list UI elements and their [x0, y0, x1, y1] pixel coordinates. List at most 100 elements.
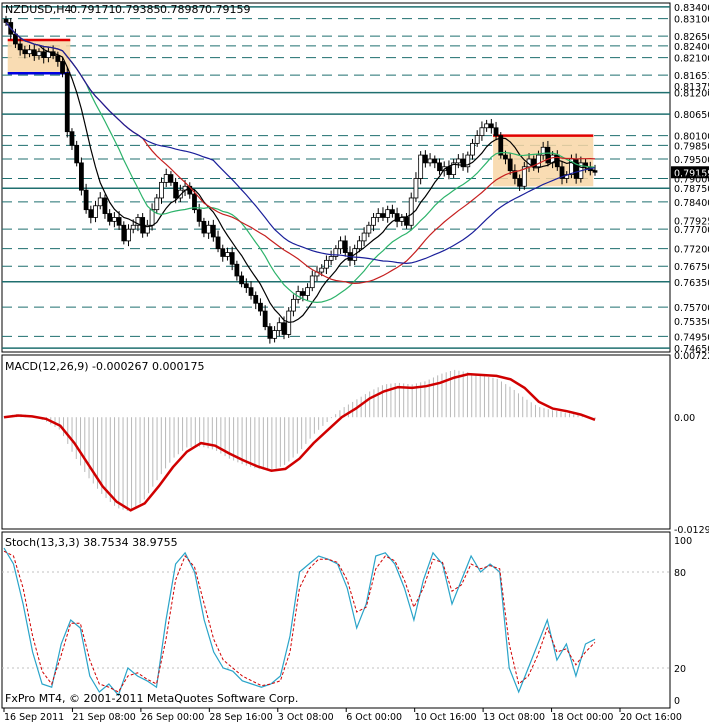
candle-body [135, 217, 141, 226]
candle-body [333, 248, 339, 257]
time-tick-label: 20 Oct 16:00 [620, 712, 682, 723]
candle-body [239, 275, 245, 285]
candle-body [126, 228, 131, 242]
candle-body [512, 170, 518, 179]
candle-body [215, 236, 221, 250]
candle-body [427, 158, 433, 164]
price-tick-label: 0.77925 [674, 216, 709, 227]
candle-body [267, 326, 273, 339]
stoch-tick-label: 0 [674, 696, 680, 707]
stoch-tick-label: 20 [674, 664, 686, 675]
candle-body [248, 287, 254, 296]
price-tick-label: 0.81375 [674, 82, 709, 93]
price-tick-label: 0.81651 [674, 71, 709, 82]
candle-body [545, 146, 551, 164]
time-tick-label: 10 Oct 16:00 [415, 712, 477, 723]
candle-body [389, 209, 395, 214]
ohlc-high: 0.79385 [115, 3, 161, 16]
candle-body [305, 287, 310, 296]
candle-body [300, 291, 306, 296]
stoch-signal-line [3, 550, 596, 693]
candle-body [60, 61, 65, 74]
candle-body [404, 217, 409, 226]
candle-body [498, 135, 504, 156]
time-tick-label: 21 Sep 08:00 [72, 712, 135, 723]
time-tick-label: 16 Sep 2011 [4, 712, 64, 723]
candle-body [573, 158, 579, 179]
candle-body [27, 49, 32, 55]
candle-body [559, 166, 565, 179]
candle-body [309, 275, 315, 289]
macd-title: MACD(12,26,9) -0.000267 0.000175 [5, 360, 204, 373]
ohlc-open: 0.79171 [70, 3, 116, 16]
stoch-title: Stoch(13,3,3) 38.7534 38.9755 [5, 536, 178, 549]
candle-body [234, 263, 240, 277]
candle-body [243, 283, 249, 289]
stoch-tick-label: 100 [674, 536, 692, 547]
candle-body [319, 267, 325, 273]
candle-body [107, 213, 113, 222]
candle-body [253, 295, 259, 304]
candle-body [507, 158, 513, 172]
candle-body [74, 144, 80, 164]
candle-body [281, 322, 287, 335]
candle-body [111, 217, 117, 222]
candle-body [22, 49, 28, 55]
candle-body [479, 127, 485, 136]
candle-body [229, 252, 235, 265]
time-tick-label: 18 Oct 00:00 [552, 712, 614, 723]
candle-body [422, 154, 428, 164]
candle-body [380, 213, 386, 218]
ma-black-line [5, 22, 596, 323]
candle-body [324, 259, 329, 269]
candle-body [291, 298, 296, 312]
copyright-text: FxPro MT4, © 2001-2011 MetaQuotes Softwa… [5, 692, 298, 705]
candle-body [31, 49, 37, 57]
candle-body [540, 146, 546, 156]
candle-body [149, 209, 155, 226]
candle-body [168, 174, 174, 183]
candle-body [88, 209, 94, 218]
candle-body [262, 310, 268, 328]
candle-body [375, 213, 381, 218]
ma-blue-line [5, 22, 596, 265]
candle-body [206, 224, 212, 234]
candle-body [93, 205, 98, 218]
candle-body [385, 209, 391, 218]
symbol-header: NZDUSD,H4 [5, 3, 72, 16]
candle-body [371, 217, 376, 226]
candle-body [225, 252, 230, 257]
candle-body [328, 256, 334, 261]
macd-tick-label: -0.01297 [674, 525, 709, 536]
macd-tick-label: 0.00722 [674, 351, 709, 362]
time-tick-label: 13 Oct 08:00 [483, 712, 545, 723]
candle-body [536, 154, 541, 168]
stoch-tick-label: 80 [674, 568, 686, 579]
candle-body [17, 43, 23, 51]
candle-body [55, 55, 61, 62]
candle-body [521, 166, 527, 187]
candle-body [531, 158, 537, 168]
candle-body [592, 170, 598, 173]
candle-body [144, 224, 150, 234]
candle-body [69, 131, 75, 146]
candle-body [163, 174, 169, 183]
candle-body [13, 33, 18, 45]
current-price-box [671, 166, 709, 179]
time-tick-label: 3 Oct 08:00 [278, 712, 334, 723]
macd-tick-label: 0.00 [674, 413, 695, 424]
candle-body [102, 197, 108, 214]
candle-body [488, 123, 494, 129]
